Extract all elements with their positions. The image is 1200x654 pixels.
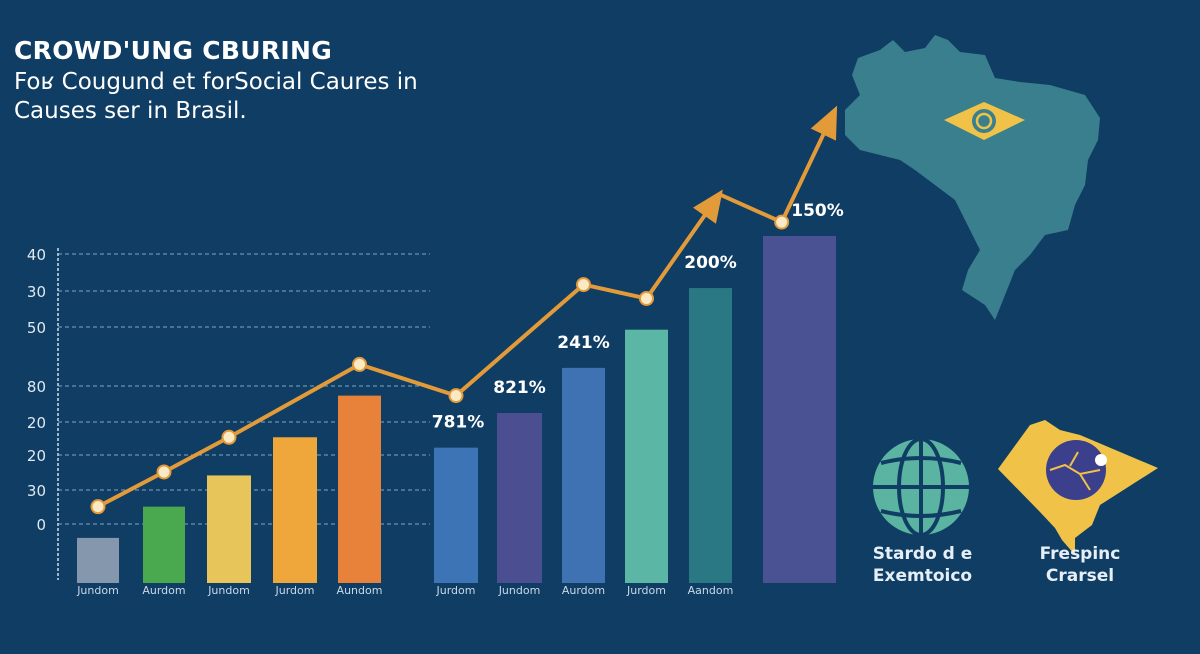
data-label: 241% — [557, 333, 610, 353]
x-tick-label: Jurdom — [436, 584, 476, 597]
caption-right-line1: Frespinc — [1039, 544, 1121, 564]
trend-point — [774, 214, 790, 230]
x-tick-label: Aurdom — [562, 584, 605, 597]
bar — [207, 475, 251, 583]
y-tick-label: 40 — [27, 246, 46, 264]
x-tick-label: Aandom — [688, 584, 734, 597]
data-label: 781% — [432, 413, 485, 433]
caption-right: Frespinc Crarsel — [1010, 543, 1150, 587]
trend-point — [90, 499, 106, 515]
x-tick-label: Jundom — [207, 584, 250, 597]
arrowhead-icon — [810, 105, 838, 141]
y-tick-label: 20 — [27, 447, 46, 465]
caption-left-line1: Stardo d e — [872, 544, 973, 564]
data-label: 200% — [684, 253, 737, 273]
trend-line — [97, 110, 837, 509]
bar — [625, 329, 668, 583]
globe-icon — [873, 437, 969, 537]
trend-point — [352, 356, 367, 372]
caption-left-line2: Exemtoico — [872, 566, 973, 586]
y-tick-label: 30 — [27, 482, 46, 500]
bar — [497, 412, 542, 583]
y-tick-label: 0 — [36, 516, 46, 534]
brazil-map-icon — [845, 35, 1100, 320]
arrowhead-icon — [693, 189, 723, 224]
x-tick-label: Jundom — [498, 584, 541, 597]
y-tick-label: 30 — [27, 283, 46, 301]
bar — [763, 236, 836, 583]
x-tick-label: Aundom — [337, 584, 383, 597]
y-tick-label: 80 — [27, 378, 46, 396]
trend-point — [576, 277, 591, 293]
bar — [143, 506, 185, 583]
y-tick-label: 20 — [27, 414, 46, 432]
bar — [338, 395, 381, 583]
y-tick-label: 50 — [27, 319, 46, 337]
bar — [689, 288, 732, 583]
trend-point — [639, 290, 654, 306]
x-tick-label: Aurdom — [142, 584, 185, 597]
bar — [273, 437, 317, 583]
data-label: 150% — [791, 201, 844, 221]
x-tick-label: Jurdom — [626, 584, 666, 597]
brazil-flag-icon — [998, 420, 1158, 555]
caption-right-line2: Crarsel — [1045, 566, 1115, 586]
chart-subtitle: Foʁ Cougund et forSocial Caures in Cause… — [14, 69, 418, 124]
trend-point — [221, 429, 237, 445]
caption-left: Stardo d e Exemtoico — [855, 543, 990, 587]
bar — [434, 447, 478, 583]
trend-point — [156, 464, 172, 480]
x-tick-label: Jundom — [76, 584, 119, 597]
bar — [77, 537, 119, 583]
x-tick-label: Jurdom — [275, 584, 315, 597]
bar — [562, 367, 605, 583]
chart-title: CROWD'UNG CBURING — [14, 36, 333, 65]
data-label: 821% — [493, 378, 546, 398]
trend-point — [448, 388, 464, 404]
